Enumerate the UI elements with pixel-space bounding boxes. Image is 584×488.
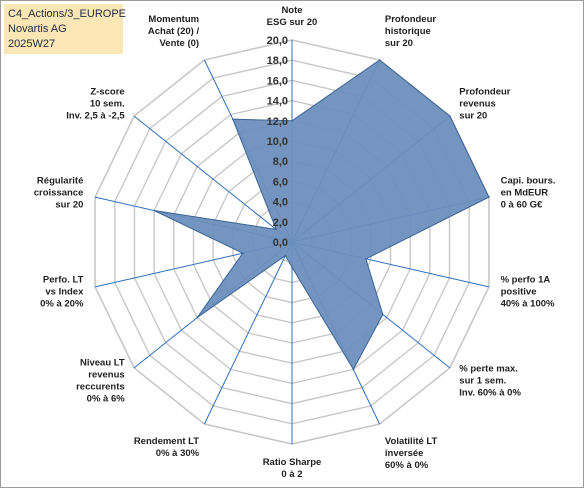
tick-label: 18,0 <box>267 55 288 67</box>
axis-spoke <box>203 241 293 425</box>
data-point <box>242 252 244 254</box>
tick-label: 12,0 <box>267 116 288 128</box>
data-layer <box>153 59 490 371</box>
axis-label: Ratio Sharpe 0 à 2 <box>263 457 322 480</box>
axis-label: Niveau LT revenus reccurents 0% à 6% <box>76 357 125 404</box>
tick-label: 2,0 <box>273 217 288 229</box>
data-point <box>291 120 293 122</box>
data-point <box>275 228 278 231</box>
axis-label: % perfo 1A positive 40% à 100% <box>501 274 555 309</box>
axis-label: Rendement LT 0% à 30% <box>134 436 200 459</box>
axis-label: Profondeur revenus sur 20 <box>459 87 510 122</box>
axis-label: Z-score 10 sem. Inv. 2,5 à -2,5 <box>66 87 125 122</box>
tick-layer: 0,0 2,0 4,0 6,0 8,0 10,0 12,0 14,0 16,0 18,0 20,0 <box>267 35 288 249</box>
info-box-week: 2025W27 <box>8 38 56 50</box>
data-point <box>449 115 451 117</box>
data-point <box>291 266 293 269</box>
data-point <box>365 258 367 260</box>
tick-label: 6,0 <box>273 176 288 188</box>
data-point <box>382 313 384 316</box>
axis-label: % perte max. sur 1 sem. Inv. 60% à 0% <box>459 363 521 398</box>
data-point <box>232 118 234 120</box>
tick-label: 10,0 <box>267 136 288 148</box>
axis-label: Régularité croissance sur 20 <box>34 176 84 211</box>
axis-label: Capi. bours. en MdEUR 0 à 60 G€ <box>501 176 556 211</box>
data-point <box>352 368 355 371</box>
info-box: C4_Actions/3_EUROPE Novartis AG 2025W27 <box>4 4 126 54</box>
tick-label: 8,0 <box>273 156 288 168</box>
axis-label: Perfo. LT vs Index 0% à 20% <box>40 274 84 309</box>
data-point <box>196 316 198 319</box>
tick-label: 4,0 <box>273 197 288 209</box>
data-point <box>378 59 381 61</box>
info-box-company: Novartis AG <box>8 23 67 35</box>
axis-label: Momentum Achat (20) / Vente (0) <box>148 14 200 49</box>
axis-label: Volatilité LT inversée 60% à 0% <box>385 436 438 471</box>
data-point <box>488 196 490 198</box>
tick-label: 20,0 <box>267 35 288 47</box>
tick-label: 16,0 <box>267 75 288 87</box>
axis-spoke <box>133 115 293 243</box>
tick-label: 14,0 <box>267 96 288 108</box>
axis-label: Note ESG sur 20 <box>267 5 318 28</box>
info-box-category: C4_Actions/3_EUROPE <box>8 8 126 20</box>
label-layer: Note ESG sur 20 Profondeur historique sur 20… <box>34 5 556 480</box>
axis-label: Profondeur historique sur 20 <box>385 14 436 49</box>
data-point <box>284 254 287 257</box>
tick-label: 0,0 <box>273 237 288 249</box>
data-point <box>153 209 155 212</box>
